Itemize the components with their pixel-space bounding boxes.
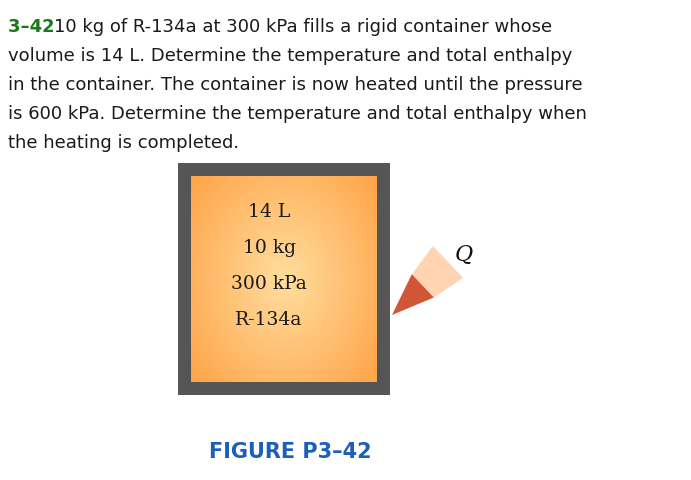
Text: 14 L: 14 L	[248, 203, 290, 221]
Text: is 600 kPa. Determine the temperature and total enthalpy when: is 600 kPa. Determine the temperature an…	[8, 105, 587, 123]
Text: volume is 14 L. Determine the temperature and total enthalpy: volume is 14 L. Determine the temperatur…	[8, 47, 572, 65]
Text: 300 kPa: 300 kPa	[231, 275, 307, 293]
Text: the heating is completed.: the heating is completed.	[8, 134, 239, 152]
Polygon shape	[412, 246, 463, 298]
Text: in the container. The container is now heated until the pressure: in the container. The container is now h…	[8, 76, 583, 94]
Text: FIGURE P3–42: FIGURE P3–42	[209, 442, 371, 462]
Bar	[178, 163, 390, 395]
Text: R-134a: R-134a	[236, 311, 303, 329]
Text: 3–42: 3–42	[8, 18, 67, 36]
Text: 10 kg: 10 kg	[243, 239, 296, 257]
Text: 10 kg of R-134a at 300 kPa fills a rigid container whose: 10 kg of R-134a at 300 kPa fills a rigid…	[54, 18, 552, 36]
Text: Q: Q	[455, 244, 473, 266]
Polygon shape	[392, 274, 434, 315]
